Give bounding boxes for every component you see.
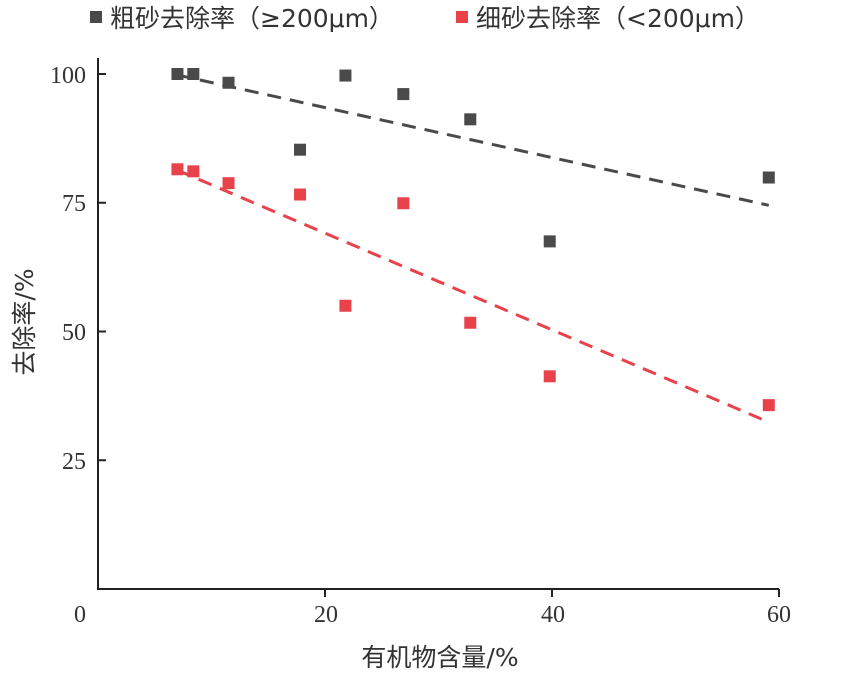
data-point-series-0-4: [339, 69, 352, 82]
x-tick-label-60: 60: [767, 602, 791, 628]
data-point-series-1-6: [464, 316, 477, 329]
trendlines: [176, 73, 770, 424]
trendline-series-0: [177, 73, 770, 207]
x-tick-label-0: 0: [74, 602, 86, 628]
data-point-series-1-3: [294, 188, 307, 201]
data-point-series-1-2: [222, 177, 235, 190]
data-point-series-0-7: [543, 235, 556, 248]
legend-marker-coarse: [90, 11, 102, 23]
y-tick-label-25: 25: [62, 449, 86, 475]
legend-label-fine: 细砂去除率（<200μm）: [476, 4, 760, 33]
data-point-series-1-7: [543, 370, 556, 383]
trendline-series-1: [176, 168, 770, 424]
data-point-series-1-1: [187, 165, 200, 178]
y-axis-title: 去除率/%: [10, 268, 39, 375]
legend-marker-fine: [456, 11, 468, 23]
data-point-series-1-0: [171, 163, 184, 176]
legend-label-coarse: 粗砂去除率（≥200μm）: [110, 4, 394, 33]
y-tick-label-50: 50: [62, 320, 86, 346]
data-point-series-1-8: [762, 399, 775, 412]
data-point-series-0-8: [762, 171, 775, 184]
data-point-series-0-5: [397, 88, 410, 101]
y-tick-label-100: 100: [50, 63, 86, 89]
x-tick-labels: 0 20 40 60: [74, 602, 791, 628]
x-axis-title: 有机物含量/%: [361, 643, 518, 672]
x-tick-label-40: 40: [541, 602, 565, 628]
y-tick-labels: 25 50 75 100: [50, 63, 86, 475]
data-point-series-0-0: [171, 68, 184, 80]
y-tick-label-75: 75: [62, 191, 86, 217]
data-point-series-0-2: [222, 76, 235, 89]
data-point-series-1-4: [339, 299, 352, 312]
x-tick-label-20: 20: [314, 602, 338, 628]
data-points: [171, 68, 775, 412]
data-point-series-1-5: [397, 197, 410, 210]
data-point-series-0-3: [294, 143, 307, 156]
legend: 粗砂去除率（≥200μm） 细砂去除率（<200μm）: [90, 4, 760, 33]
data-point-series-0-1: [187, 68, 200, 80]
data-point-series-0-6: [464, 113, 477, 126]
